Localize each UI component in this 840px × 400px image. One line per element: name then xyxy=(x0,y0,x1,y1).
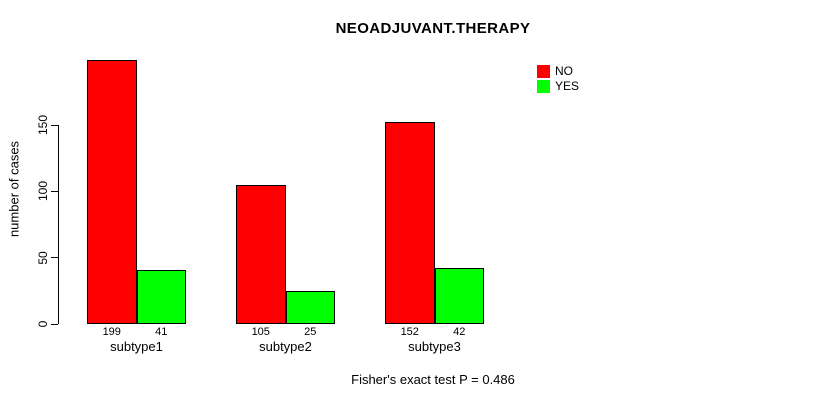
y-axis-tick-label: 0 xyxy=(36,320,50,328)
legend-swatch-no xyxy=(537,65,550,78)
bar-yes-subtype1 xyxy=(136,269,186,324)
legend-label: NO xyxy=(555,64,573,78)
x-category-label-subtype1: subtype1 xyxy=(110,339,163,354)
y-axis-tick-label: 150 xyxy=(36,114,50,136)
legend-entry-no: NO xyxy=(537,65,579,78)
y-axis-tick xyxy=(51,124,58,126)
legend: NO YES xyxy=(537,65,579,93)
bar-no-subtype1 xyxy=(87,59,137,324)
legend-swatch-yes xyxy=(537,80,550,93)
legend-entry-yes: YES xyxy=(537,80,579,93)
bar-value-label: 199 xyxy=(102,326,121,338)
chart-title: NEOADJUVANT.THERAPY xyxy=(335,20,531,37)
y-axis-tick xyxy=(51,190,58,192)
bar-value-label: 41 xyxy=(155,326,168,338)
bar-yes-subtype3 xyxy=(434,268,484,324)
x-category-label-subtype2: subtype2 xyxy=(259,339,312,354)
bar-value-label: 42 xyxy=(453,326,466,338)
y-axis-label: number of cases xyxy=(6,140,22,238)
annotation-fisher-test: Fisher's exact test P = 0.486 xyxy=(351,372,515,387)
y-axis-tick xyxy=(51,257,58,259)
bar-no-subtype3 xyxy=(385,122,435,324)
x-category-label-subtype3: subtype3 xyxy=(408,339,461,354)
y-axis-tick-label: 50 xyxy=(36,250,50,265)
bar-value-label: 25 xyxy=(304,326,317,338)
bar-no-subtype2 xyxy=(236,184,286,324)
legend-label: YES xyxy=(555,79,580,93)
bar-yes-subtype2 xyxy=(285,290,335,324)
y-axis-tick-label: 100 xyxy=(36,181,50,202)
y-axis-line xyxy=(58,125,59,324)
bar-value-label: 105 xyxy=(251,326,270,338)
y-axis-tick xyxy=(51,323,58,325)
bar-value-label: 152 xyxy=(400,326,419,338)
